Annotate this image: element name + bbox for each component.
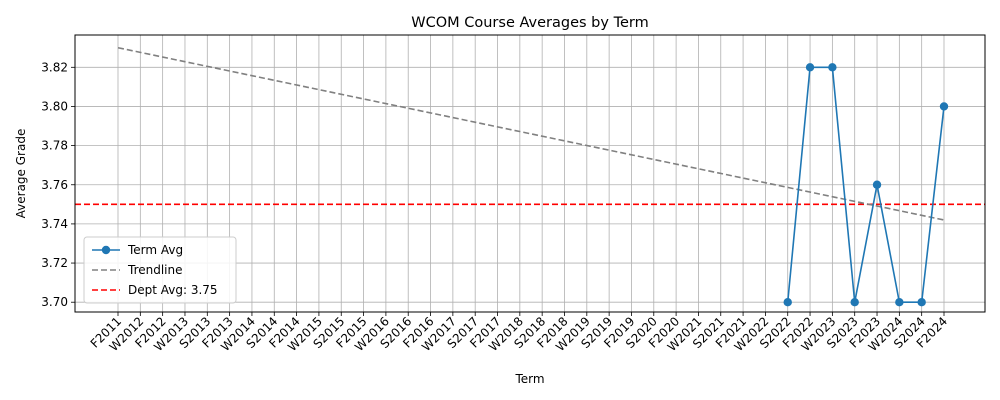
chart-title: WCOM Course Averages by Term — [411, 15, 648, 31]
x-axis-label: Term — [514, 372, 544, 386]
plot-frame — [74, 34, 986, 313]
legend-item-trendline-label: Trendline — [127, 263, 183, 277]
y-tick-label: 3.78 — [41, 139, 68, 153]
term-avg-point — [828, 63, 837, 72]
series-layer — [75, 46, 985, 307]
legend-item-term-avg-label: Term Avg — [127, 243, 183, 257]
legend: Term Avg Trendline Dept Avg: 3.75 — [83, 236, 237, 304]
term-avg-point — [895, 298, 904, 307]
y-tick-label: 3.82 — [41, 60, 68, 74]
y-tick-label: 3.70 — [41, 295, 68, 309]
legend-box — [83, 236, 237, 304]
y-axis-label: Average Grade — [14, 129, 28, 219]
legend-item-dept-avg-label: Dept Avg: 3.75 — [128, 283, 218, 297]
term-avg-point — [805, 63, 815, 72]
legend-item-term-avg-marker — [101, 245, 111, 255]
y-tick-label: 3.74 — [41, 217, 68, 231]
trendline — [117, 46, 945, 221]
y-tick-label: 3.72 — [41, 256, 68, 270]
y-tick-label: 3.80 — [41, 99, 68, 113]
term-avg-point — [850, 298, 859, 307]
y-tick-label: 3.76 — [41, 178, 68, 192]
ticks-layer: F2011W2012F2012W2013S2013F2013W2014S2014… — [41, 60, 950, 354]
term-avg-point — [783, 298, 792, 307]
term-avg-point — [872, 180, 882, 189]
term-avg-point — [939, 102, 949, 111]
term-avg-point — [917, 298, 926, 307]
